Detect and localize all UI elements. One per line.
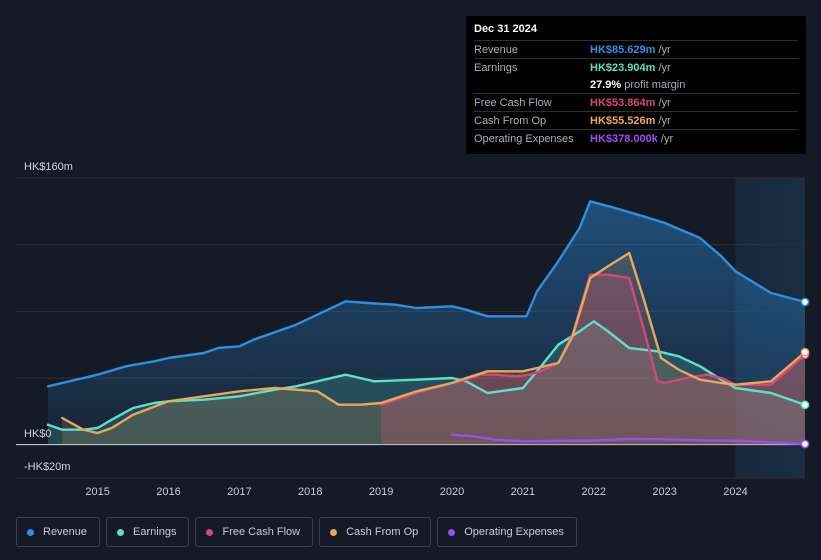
line-free-cash-flow [379, 273, 807, 406]
tooltip-row-free-cash-flow: Free Cash Flow HK$53.864m /yr [474, 94, 798, 112]
tooltip-label: Cash From Op [474, 114, 547, 127]
x-tick-label: 2019 [369, 486, 393, 498]
line-operating-expenses [450, 433, 807, 446]
endpoint-earnings [800, 400, 810, 410]
tooltip-label: Earnings [474, 61, 518, 74]
tooltip-row-profit-margin: 27.9% profit margin [474, 76, 798, 94]
y-axis-label-bottom: -HK$20m [24, 461, 70, 473]
x-tick-label: 2021 [511, 486, 535, 498]
tooltip-label: Operating Expenses [474, 132, 574, 145]
x-tick-label: 2015 [85, 486, 109, 498]
x-tick-label: 2022 [582, 486, 606, 498]
legend-item-revenue[interactable]: Revenue [16, 517, 101, 547]
tooltip-row-revenue: Revenue HK$85.629m /yr [474, 41, 798, 59]
tooltip-row-cash-from-op: Cash From Op HK$55.526m /yr [474, 112, 798, 130]
x-tick-label: 2023 [652, 486, 676, 498]
legend-label: Operating Expenses [464, 526, 564, 538]
tooltip-value: HK$378.000k [590, 132, 658, 145]
tooltip-unit: /yr [658, 96, 671, 109]
legend-item-cash-from-op[interactable]: Cash From Op [319, 517, 432, 547]
tooltip-label: Free Cash Flow [474, 96, 552, 109]
tooltip-unit: /yr [658, 114, 671, 127]
endpoint-cash-from-op [800, 347, 810, 357]
chart-canvas: HK$160m HK$0 -HK$20m 2015 2016 2017 2018 201… [16, 161, 810, 498]
legend-item-free-cash-flow[interactable]: Free Cash Flow [195, 517, 314, 547]
line-cash-from-op [61, 251, 807, 435]
tooltip-value: 27.9% [590, 78, 622, 91]
tooltip-row-earnings: Earnings HK$23.904m /yr [474, 59, 798, 76]
legend-item-earnings[interactable]: Earnings [106, 517, 190, 547]
area-free-cash-flow [381, 274, 805, 445]
x-axis-ticks: 2015 2016 2017 2018 2019 2020 2021 2022 2023 2024 [85, 486, 747, 498]
x-tick-label: 2018 [298, 486, 322, 498]
series-lines [46, 200, 807, 446]
tooltip-unit: /yr [660, 132, 674, 145]
data-tooltip: Dec 31 2024 Revenue HK$85.629m /yr Earni… [466, 16, 806, 154]
tooltip-value: HK$85.629m [590, 43, 656, 56]
x-tick-label: 2017 [227, 486, 251, 498]
tooltip-date: Dec 31 2024 [474, 23, 798, 41]
tooltip-value: HK$55.526m [590, 114, 656, 127]
area-cash-from-op [62, 253, 805, 445]
legend-dot-icon [27, 528, 34, 536]
legend-dot-icon [117, 528, 125, 536]
legend-label: Revenue [43, 526, 88, 538]
legend-dot-icon [330, 528, 338, 536]
tooltip-value: HK$23.904m [590, 61, 656, 74]
endpoint-operating-expenses [800, 439, 810, 449]
legend-dot-icon [206, 528, 214, 536]
tooltip-unit: profit margin [624, 78, 686, 91]
area-earnings [48, 321, 805, 445]
legend-dot-icon [448, 528, 456, 536]
series-areas [48, 201, 805, 445]
tooltip-row-operating-expenses: Operating Expenses HK$378.000k /yr [474, 130, 798, 147]
tooltip-value: HK$53.864m [590, 96, 656, 109]
series-endpoints [800, 297, 810, 449]
line-revenue [46, 200, 807, 388]
legend-label: Cash From Op [346, 526, 419, 538]
tooltip-unit: /yr [658, 61, 671, 74]
y-axis-label-zero: HK$0 [24, 428, 52, 440]
x-tick-label: 2020 [440, 486, 464, 498]
chart-legend: Revenue Earnings Free Cash Flow Cash Fro… [16, 517, 577, 547]
x-tick-label: 2016 [156, 486, 180, 498]
tooltip-label: Revenue [474, 43, 519, 56]
x-tick-label: 2024 [723, 486, 747, 498]
y-axis-label-top: HK$160m [24, 161, 73, 173]
tooltip-unit: /yr [658, 43, 671, 56]
legend-item-operating-expenses[interactable]: Operating Expenses [437, 517, 577, 547]
legend-label: Earnings [133, 526, 177, 538]
legend-label: Free Cash Flow [222, 526, 301, 538]
line-earnings [46, 320, 807, 431]
endpoint-revenue [800, 297, 810, 307]
